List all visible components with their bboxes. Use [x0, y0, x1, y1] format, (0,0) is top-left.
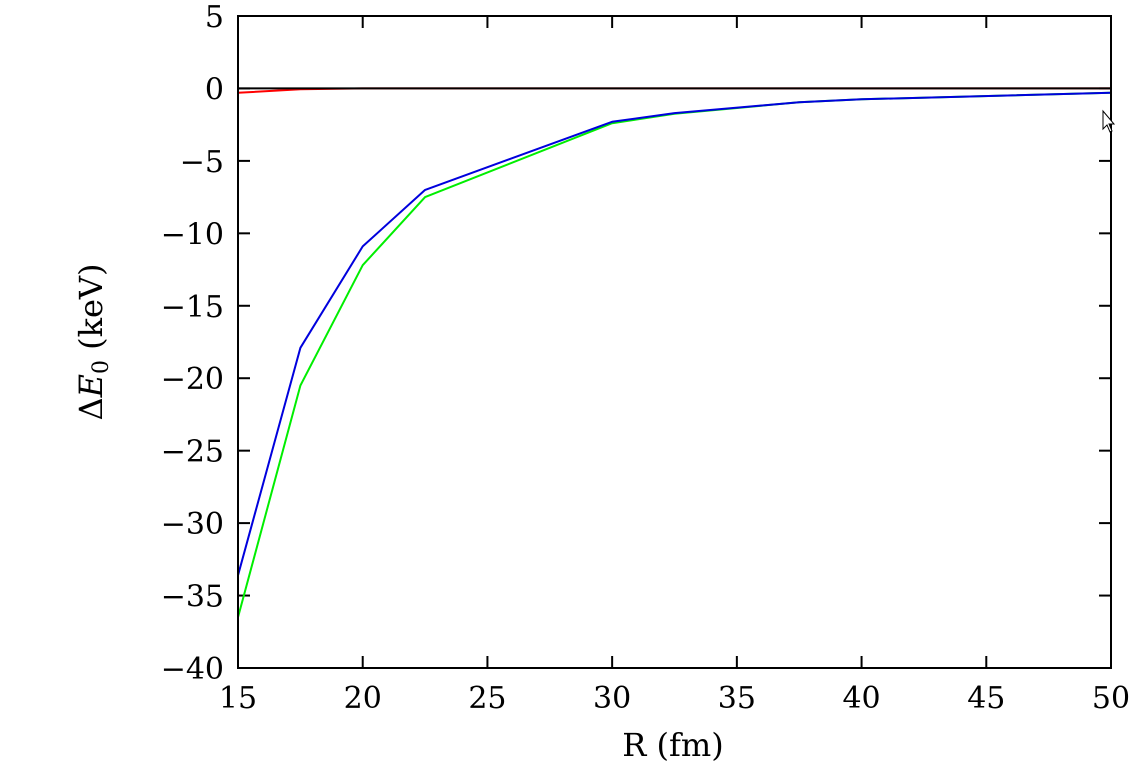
- y-axis-label-subscript: 0: [89, 360, 114, 374]
- y-tick-label: −30: [161, 507, 224, 542]
- x-tick-label: 30: [593, 681, 631, 716]
- x-tick-label: 35: [718, 681, 756, 716]
- series-line-2: [237, 91, 1112, 618]
- series-line-3: [237, 91, 1112, 576]
- y-tick-label: −10: [161, 217, 224, 252]
- y-tick-label: −20: [161, 362, 224, 397]
- y-tick-label: −25: [161, 435, 224, 470]
- y-axis-label-suffix: (keV): [72, 263, 110, 360]
- tick-labels: 15 20 25 30 35 40 45 5050−5−10−15−20−25−30−35−4…: [161, 0, 1130, 716]
- data-series: [237, 87, 1112, 618]
- mouse-cursor-icon: [1102, 109, 1116, 133]
- y-tick-label: −5: [180, 145, 224, 180]
- x-axis-label: R (fm): [622, 726, 723, 764]
- y-tick-label: −15: [161, 290, 224, 325]
- x-tick-label: 15: [219, 681, 257, 716]
- y-tick-label: −40: [161, 652, 224, 687]
- y-axis-label: ΔE0 (keV): [72, 263, 114, 420]
- y-axis-label-prefix: Δ: [72, 397, 110, 420]
- y-tick-label: 0: [205, 72, 224, 107]
- x-tick-label: 50: [1092, 681, 1130, 716]
- y-tick-label: 5: [205, 0, 224, 35]
- x-tick-label: 45: [967, 681, 1005, 716]
- plot-frame: [237, 15, 1112, 669]
- x-tick-label: 25: [468, 681, 506, 716]
- x-tick-label: 20: [344, 681, 382, 716]
- y-tick-label: −35: [161, 580, 224, 615]
- x-tick-label: 40: [842, 681, 880, 716]
- y-axis-label-symbol: E: [72, 374, 110, 398]
